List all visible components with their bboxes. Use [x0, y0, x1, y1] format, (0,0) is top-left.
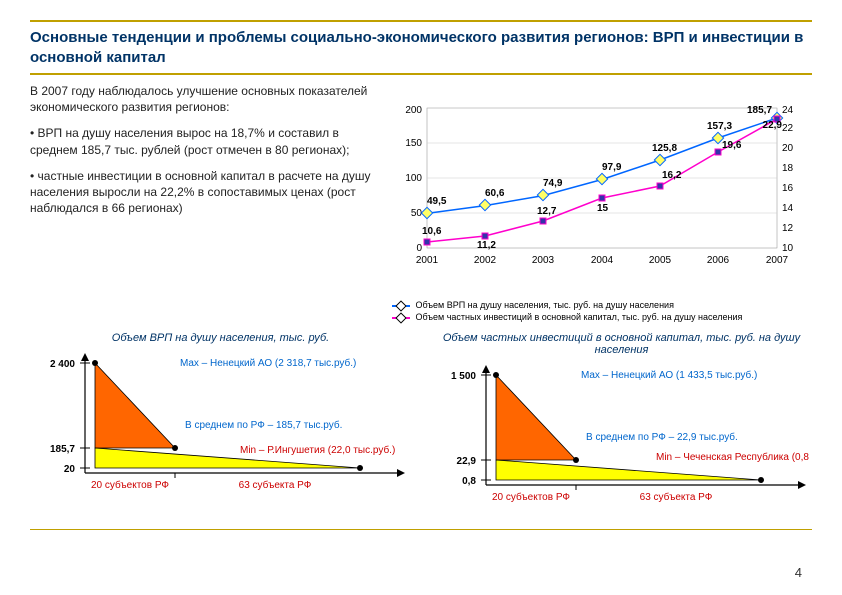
line-chart-block: 0 50 100 150 200 10 12 14 16 18 20 22 24	[392, 83, 812, 322]
svg-text:1 500: 1 500	[451, 371, 476, 382]
svg-text:125,8: 125,8	[652, 143, 677, 154]
svg-text:10: 10	[782, 243, 794, 254]
svg-text:2005: 2005	[649, 255, 672, 266]
svg-text:Min – Чеченская Республика (0,: Min – Чеченская Республика (0,8 тыс. руб…	[656, 451, 811, 463]
svg-text:100: 100	[405, 173, 422, 184]
svg-text:20 субъектов РФ: 20 субъектов РФ	[492, 491, 570, 503]
svg-text:20: 20	[64, 464, 76, 475]
svg-text:16: 16	[782, 183, 794, 194]
dist-right: Объем частных инвестиций в основной капи…	[431, 332, 812, 515]
line-chart-svg: 0 50 100 150 200 10 12 14 16 18 20 22 24	[392, 83, 812, 293]
svg-text:157,3: 157,3	[707, 121, 732, 132]
svg-text:49,5: 49,5	[427, 196, 447, 207]
svg-text:16,2: 16,2	[662, 170, 682, 181]
svg-text:12,7: 12,7	[537, 206, 557, 217]
divider	[30, 529, 812, 530]
page-number: 4	[795, 565, 802, 580]
svg-text:В среднем по РФ – 185,7 тыс.ру: В среднем по РФ – 185,7 тыс.руб.	[185, 419, 342, 431]
svg-text:2003: 2003	[532, 255, 555, 266]
svg-text:50: 50	[411, 208, 423, 219]
svg-text:22: 22	[782, 123, 794, 134]
svg-text:2007: 2007	[766, 255, 789, 266]
svg-text:60,6: 60,6	[485, 188, 505, 199]
svg-text:2006: 2006	[707, 255, 730, 266]
dist-left-svg: 2 400 185,7 20 Max – Ненецкий АО (2 318,…	[30, 348, 410, 498]
svg-text:19,6: 19,6	[722, 140, 742, 151]
page-title: Основные тенденции и проблемы социально-…	[30, 28, 812, 67]
svg-text:97,9: 97,9	[602, 162, 622, 173]
legend-2-label: Объем частных инвестиций в основной капи…	[416, 312, 743, 322]
svg-text:22,9: 22,9	[763, 120, 783, 131]
svg-text:20: 20	[782, 143, 794, 154]
svg-text:185,7: 185,7	[747, 105, 772, 116]
svg-text:11,2: 11,2	[477, 240, 496, 251]
intro-text: В 2007 году наблюдалось улучшение основн…	[30, 83, 380, 115]
bullet-2: • частные инвестиции в основной капитал …	[30, 168, 380, 217]
svg-text:12: 12	[782, 223, 794, 234]
legend-series-2: Объем частных инвестиций в основной капи…	[392, 312, 812, 322]
svg-text:2004: 2004	[591, 255, 614, 266]
svg-text:В среднем по РФ – 22,9 тыс.руб: В среднем по РФ – 22,9 тыс.руб.	[586, 431, 738, 443]
dist-left-title: Объем ВРП на душу населения, тыс. руб.	[30, 332, 411, 344]
svg-text:22,9: 22,9	[457, 456, 477, 467]
text-column: В 2007 году наблюдалось улучшение основн…	[30, 83, 380, 322]
svg-text:14: 14	[782, 203, 794, 214]
svg-text:0,8: 0,8	[462, 476, 476, 487]
bullet-1: • ВРП на душу населения вырос на 18,7% и…	[30, 125, 380, 157]
svg-text:18: 18	[782, 163, 794, 174]
svg-text:200: 200	[405, 105, 422, 116]
legend-1-label: Объем ВРП на душу населения, тыс. руб. н…	[416, 300, 674, 310]
svg-text:15: 15	[597, 203, 609, 214]
svg-text:185,7: 185,7	[50, 444, 75, 455]
svg-text:Min – Р.Ингушетия (22,0 тыс.ру: Min – Р.Ингушетия (22,0 тыс.руб.)	[240, 444, 395, 456]
svg-text:63 субъекта РФ: 63 субъекта РФ	[239, 479, 312, 491]
svg-text:63 субъекта РФ: 63 субъекта РФ	[640, 491, 713, 503]
dist-right-title: Объем частных инвестиций в основной капи…	[431, 332, 812, 356]
svg-text:Max – Ненецкий АО (2 318,7 тыс: Max – Ненецкий АО (2 318,7 тыс.руб.)	[180, 357, 356, 369]
legend-series-1: Объем ВРП на душу населения, тыс. руб. н…	[392, 300, 812, 310]
svg-text:0: 0	[416, 243, 422, 254]
svg-text:20 субъектов РФ: 20 субъектов РФ	[91, 479, 169, 491]
dist-right-svg: 1 500 22,9 0,8 Max – Ненецкий АО (1 433,…	[431, 360, 811, 510]
svg-text:74,9: 74,9	[543, 178, 563, 189]
svg-text:2001: 2001	[416, 255, 439, 266]
svg-text:2 400: 2 400	[50, 359, 75, 370]
svg-text:24: 24	[782, 105, 794, 116]
dist-left: Объем ВРП на душу населения, тыс. руб. 2…	[30, 332, 411, 515]
svg-text:150: 150	[405, 138, 422, 149]
svg-text:Max – Ненецкий АО (1 433,5 тыс: Max – Ненецкий АО (1 433,5 тыс.руб.)	[581, 369, 757, 381]
title-band: Основные тенденции и проблемы социально-…	[30, 20, 812, 75]
svg-text:2002: 2002	[474, 255, 497, 266]
svg-text:10,6: 10,6	[422, 226, 442, 237]
